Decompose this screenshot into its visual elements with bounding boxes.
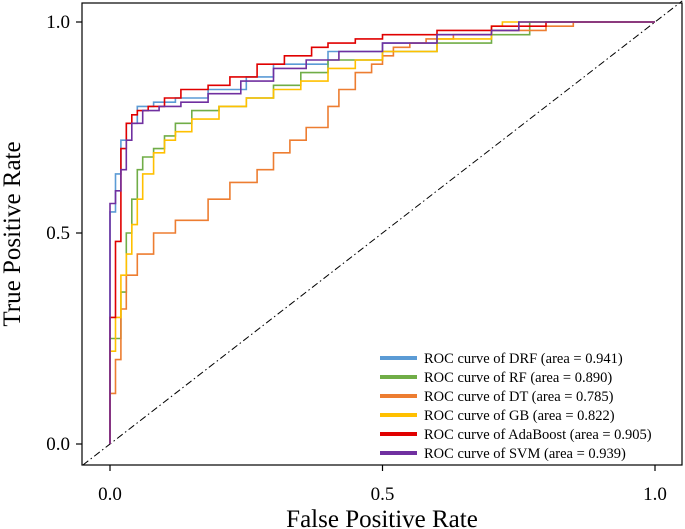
- chance-diagonal-line: [82, 0, 683, 466]
- y-tick-label: 1.0: [46, 12, 70, 33]
- roc-curve-svm: [109, 21, 655, 444]
- legend-label: ROC curve of AdaBoost (area = 0.905): [424, 427, 652, 443]
- series-layer: [109, 21, 655, 444]
- legend: ROC curve of DRF (area = 0.941) ROC curve…: [380, 351, 652, 462]
- x-axis-title: False Positive Rate: [286, 506, 478, 529]
- reference-line-layer: [82, 0, 683, 466]
- legend-label: ROC curve of DT (area = 0.785): [424, 389, 614, 405]
- y-tick-label: 0.0: [46, 434, 70, 455]
- legend-label: ROC curve of SVM (area = 0.939): [424, 446, 626, 462]
- y-tick-label: 0.5: [46, 223, 70, 244]
- legend-label: ROC curve of GB (area = 0.822): [424, 408, 615, 424]
- x-tick-label: 0.5: [371, 484, 395, 505]
- roc-curve-adaboost: [109, 21, 655, 444]
- x-tick-label: 0.0: [98, 484, 122, 505]
- x-tick-label: 1.0: [643, 484, 667, 505]
- y-axis-title: True Positive Rate: [0, 141, 26, 326]
- legend-label: ROC curve of DRF (area = 0.941): [424, 351, 623, 367]
- axis-layer: 0.0 0.5 1.0 0.0 0.5 1.0: [46, 12, 667, 505]
- legend-label: ROC curve of RF (area = 0.890): [424, 370, 612, 386]
